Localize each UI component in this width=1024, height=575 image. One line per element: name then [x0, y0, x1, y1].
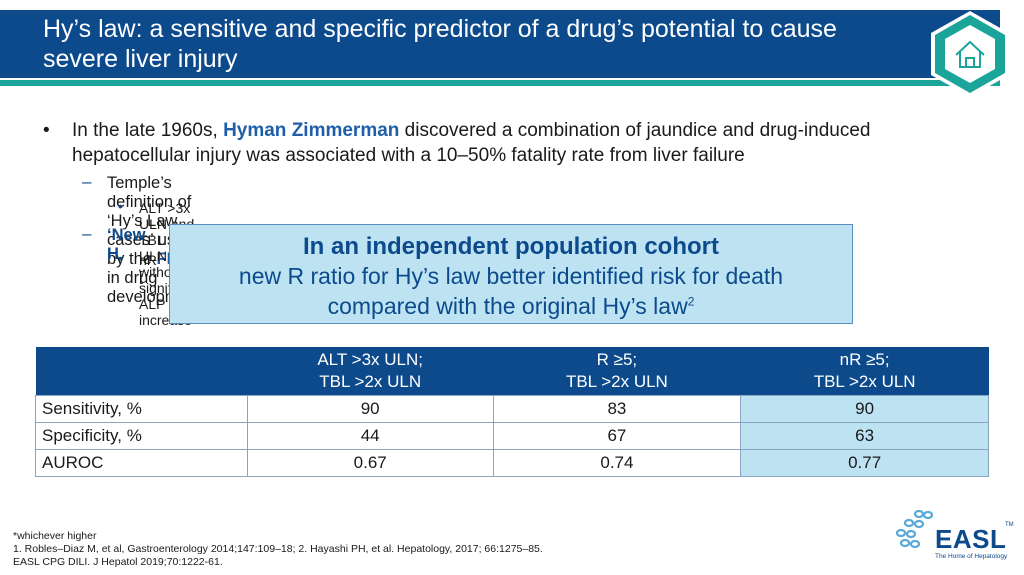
- callout-text: compared with the original Hy’s law: [327, 293, 688, 319]
- home-icon: [955, 40, 985, 68]
- header-line: TBL >2x ULN: [565, 372, 668, 391]
- home-button[interactable]: [929, 9, 1011, 99]
- table-row: Sensitivity, % 90 83 90: [35, 395, 989, 423]
- table-cell: 0.67: [246, 449, 494, 477]
- sub-bullet-marker: •: [118, 198, 123, 214]
- bullet-nr: nR [: [139, 252, 157, 284]
- row-label: Specificity, %: [35, 422, 248, 450]
- callout-box: In an independent population cohort new …: [169, 224, 853, 324]
- header-cell: nR ≥5; TBL >2x ULN: [740, 347, 989, 396]
- bullet-text: discovered a combination of jaundice and…: [72, 120, 871, 166]
- callout-line: new R ratio for Hy’s law better identifi…: [238, 263, 784, 289]
- table-cell: 44: [246, 422, 494, 450]
- header-line: TBL >2x ULN: [813, 372, 916, 391]
- logo-wordmark: EASL: [935, 524, 1007, 554]
- table-cell-highlight: 0.77: [740, 449, 989, 477]
- easl-logo: EASL TM The Home of Hepatology: [895, 506, 1014, 566]
- bullet-zimmerman: In the late 1960s, Hyman Zimmerman disco…: [72, 118, 982, 168]
- table-cell: 83: [492, 395, 742, 423]
- table-cell-highlight: 90: [740, 395, 989, 423]
- header-cell: ALT >3x ULN; TBL >2x ULN: [247, 347, 494, 396]
- title-underline: [0, 80, 1000, 86]
- dash-marker: –: [82, 172, 92, 191]
- row-label: AUROC: [35, 449, 248, 477]
- header-line: R ≥5;: [596, 350, 638, 369]
- logo-tagline: The Home of Hepatology: [935, 553, 1008, 560]
- dash-marker: –: [82, 224, 92, 243]
- title-bar: [0, 10, 1000, 78]
- sub-bullet-marker: •: [118, 250, 123, 266]
- table-cell-highlight: 63: [740, 422, 989, 450]
- table-row: Specificity, % 44 67 63: [35, 422, 989, 450]
- bullet-marker: •: [43, 120, 50, 141]
- callout-line: compared with the original Hy’s law2: [170, 293, 852, 320]
- header-line: nR ≥5;: [839, 350, 890, 369]
- footnotes: *whichever higher 1. Robles–Diaz M, et a…: [13, 530, 543, 569]
- table-cell: 90: [246, 395, 494, 423]
- highlight-name: Hyman Zimmerman: [223, 120, 400, 141]
- header-line: ALT >3x ULN;: [317, 350, 424, 369]
- row-label: Sensitivity, %: [35, 395, 248, 423]
- callout-title: In an independent population cohort: [303, 233, 719, 260]
- footnote-line: *whichever higher: [13, 530, 97, 542]
- comparison-table: ALT >3x ULN; TBL >2x ULN R ≥5; TBL >2x ULN…: [35, 347, 989, 477]
- table-row: AUROC 0.67 0.74 0.77: [35, 449, 989, 477]
- bullet-text: In the late 1960s,: [72, 120, 224, 141]
- table-cell: 67: [492, 422, 742, 450]
- header-line: TBL >2x ULN: [319, 372, 422, 391]
- citation-superscript: 2: [687, 294, 695, 309]
- table-cell: 0.74: [492, 449, 742, 477]
- footnote-line: 1. Robles–Diaz M, et al, Gastroenterolog…: [13, 543, 543, 555]
- table-header-row: ALT >3x ULN; TBL >2x ULN R ≥5; TBL >2x ULN…: [35, 347, 989, 396]
- footnote-line: EASL CPG DILI. J Hepatol 2019;70:1222-61…: [13, 556, 223, 568]
- logo-mark-icon: [895, 509, 934, 549]
- slide-title: Hy’s law: a sensitive and specific predi…: [43, 15, 837, 73]
- logo-trademark: TM: [1005, 522, 1014, 528]
- header-cell-empty: [35, 347, 248, 396]
- header-cell: R ≥5; TBL >2x ULN: [493, 347, 741, 396]
- bullet-new-hys-law: ‘New H: [107, 226, 146, 263]
